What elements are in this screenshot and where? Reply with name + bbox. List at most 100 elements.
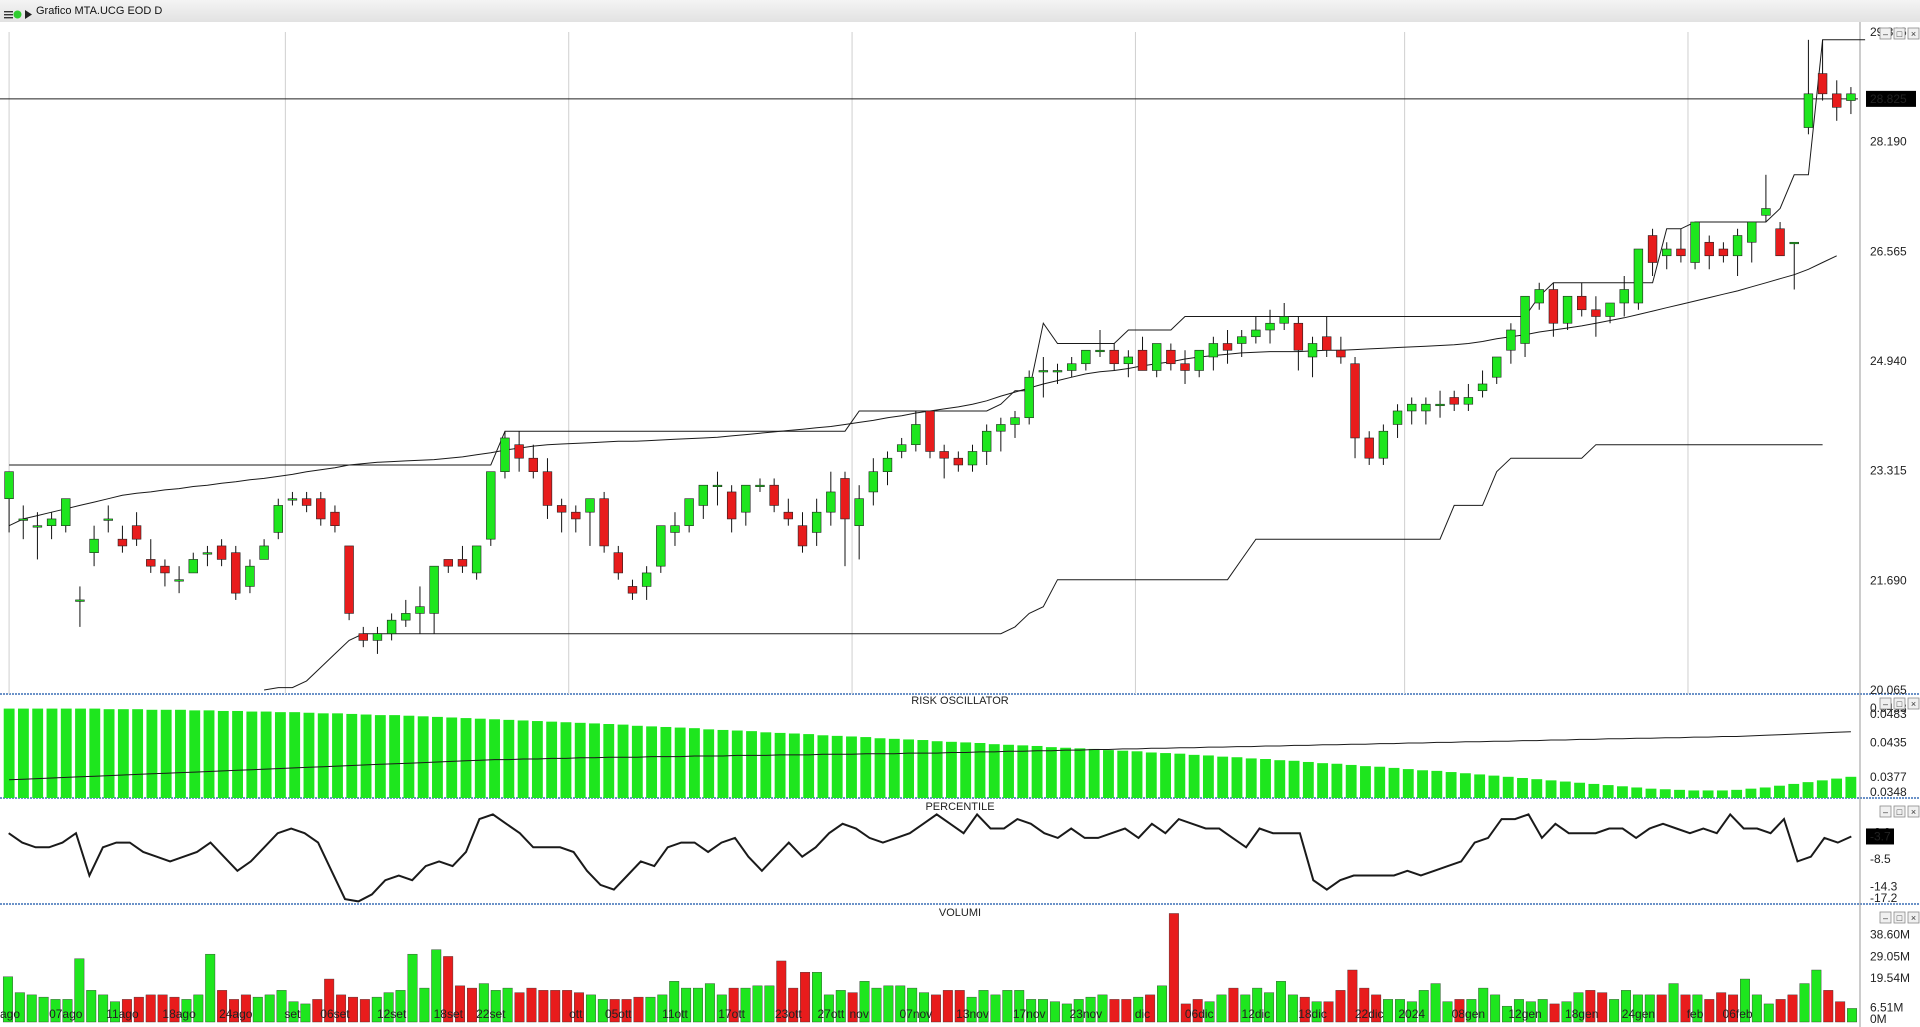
volume-bar [288,1001,299,1023]
candle-body-down [783,511,794,520]
risk-bar [1131,751,1143,798]
risk-bar [617,724,629,798]
candle-body-up [1251,329,1261,338]
candle-body-down [301,498,312,506]
volume-bar [657,994,668,1023]
risk-bar [1117,750,1129,798]
volume-bar [336,994,347,1023]
candle-body-up [401,613,411,621]
candle [1534,282,1544,310]
volume-bar [121,999,132,1023]
date-tick-label: 06set [320,1007,350,1021]
percentile-value-badge [1866,828,1894,845]
price-tick-label: 26.565 [1870,244,1907,258]
volume-bar [62,999,73,1023]
candle-body-up [996,424,1006,432]
risk-bar [1674,789,1685,798]
volume-bar [1418,990,1429,1023]
volume-bar [812,972,822,1023]
candle [1718,242,1729,263]
menu-icon[interactable] [4,6,13,19]
candle [670,512,680,546]
volume-tick-label: 38.60M [1870,928,1910,942]
maximize-button[interactable]: □ [1893,911,1906,924]
volume-bar [1371,994,1382,1023]
date-tick-label: ott [569,1007,583,1021]
maximize-button[interactable]: □ [1893,27,1906,40]
candle [1832,80,1842,121]
risk-bar [631,725,643,798]
risk-bar [1145,752,1157,798]
pane-button-glyph: – [1883,913,1888,923]
risk-bar [1345,764,1357,798]
volume-bar [1847,1008,1858,1023]
volume-bar [181,999,192,1023]
risk-bar [1003,744,1014,798]
candle [911,410,921,452]
minimize-button[interactable]: – [1879,27,1892,40]
volume-bar [1180,1003,1191,1023]
close-button[interactable]: × [1907,911,1920,924]
candle-body-down [1322,336,1332,351]
candle-body-up [1690,221,1700,263]
risk-bar [1431,770,1443,798]
candle-body-down [1577,295,1587,311]
candle [202,545,213,567]
risk-bar [389,715,401,798]
volume-bar [229,999,239,1023]
play-icon[interactable] [24,6,33,19]
volume-bar [954,990,965,1023]
minimize-button[interactable]: – [1879,697,1892,710]
candle-body-up [1265,322,1275,331]
date-tick-label: nov [849,1007,868,1021]
volume-bar [1537,999,1548,1023]
maximize-button[interactable]: □ [1893,805,1906,818]
candle [1520,295,1530,357]
candle-body-up [1081,349,1091,365]
candle [429,565,439,634]
candle [1010,410,1020,438]
candle [684,498,694,533]
candle-body-up [245,565,255,587]
risk-bar [1659,789,1671,798]
risk-bar [988,744,1000,798]
candle-body-down [613,552,623,574]
risk-bar [232,710,243,798]
minimize-button[interactable]: – [1879,911,1892,924]
volume-bar [1704,999,1715,1023]
candle-body-down [443,559,453,567]
candle-body-up [911,424,921,446]
candle-body-down [131,525,142,540]
candle [1761,174,1771,223]
close-button[interactable]: × [1907,27,1920,40]
volume-bar [1442,1001,1453,1023]
volume-bar [621,999,632,1023]
close-button[interactable]: × [1907,805,1920,818]
candle-body-up [500,437,510,473]
candle-body-up [1662,248,1672,257]
candle-body-down [542,471,553,506]
risk-bar [1517,777,1528,798]
volume-bar [1335,990,1346,1023]
candle [953,451,964,472]
volume-bar [26,994,37,1023]
volume-bar [538,990,549,1023]
volume-bar [1621,990,1631,1023]
risk-bar [803,734,815,798]
candle [1690,221,1700,270]
minimize-button[interactable]: – [1879,805,1892,818]
volume-bar [455,985,466,1023]
minimize-icon [1879,27,1892,40]
volume-bar [1085,996,1096,1023]
risk-bar [1459,773,1471,798]
candle-body-down [1775,228,1785,257]
maximize-button[interactable]: □ [1893,697,1906,710]
risk-bar [1331,763,1343,798]
candle-body-up [1506,329,1516,351]
close-button[interactable]: × [1907,697,1920,710]
candle [1109,343,1119,371]
candle [613,545,623,580]
candle-body-down [316,498,326,520]
date-tick-label: 24ago [219,1007,253,1021]
risk-bar [1802,782,1814,798]
